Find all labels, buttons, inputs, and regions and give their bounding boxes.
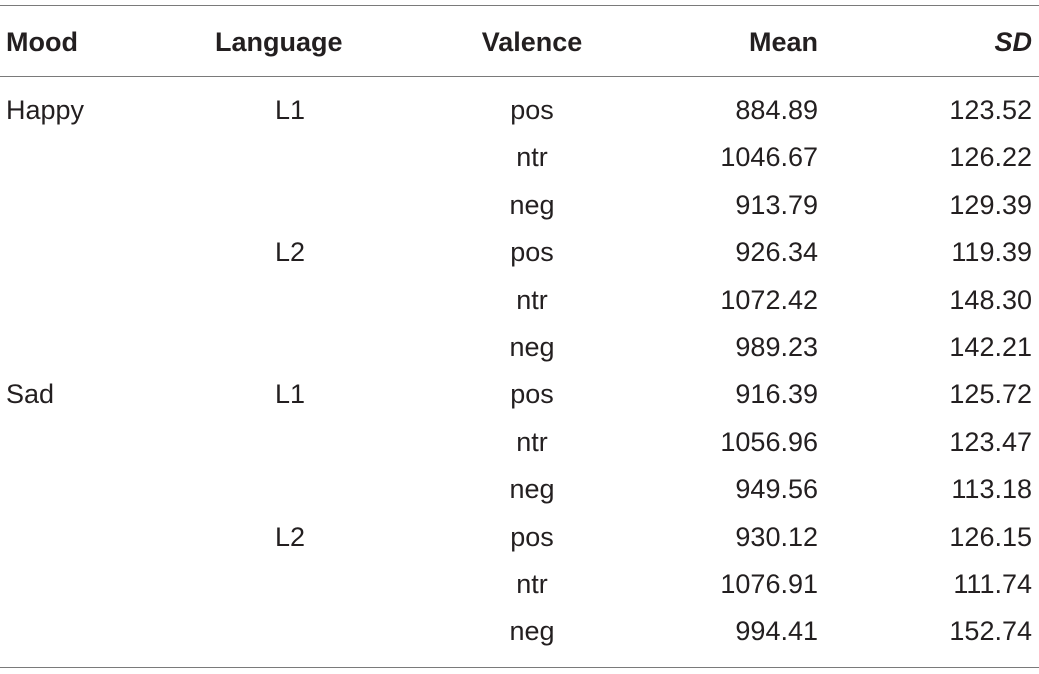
cell-language: L2: [274, 237, 306, 268]
cell-sd: 126.15: [949, 521, 1032, 552]
cell-language: L1: [274, 379, 306, 410]
cell-sd: 142.21: [949, 332, 1032, 362]
cell-valence: pos: [510, 521, 554, 552]
cell-mean: 949.56: [735, 474, 818, 505]
cell-sd: 125.72: [949, 379, 1032, 410]
cell-sd: 152.74: [949, 616, 1032, 647]
cell-sd: 123.47: [949, 426, 1032, 457]
cell-sd: 123.52: [949, 95, 1032, 125]
cell-valence: ntr: [516, 142, 548, 173]
cell-valence: neg: [509, 332, 555, 362]
cell-valence: neg: [509, 189, 555, 220]
table-row: ntr 1072.42 148.30: [0, 284, 1039, 331]
cell-language: L2: [274, 521, 306, 552]
cell-mean: 1072.42: [720, 284, 818, 315]
cell-mean: 916.39: [735, 379, 818, 410]
table-row: neg 989.23 142.21: [0, 331, 1039, 378]
cell-sd: 113.18: [951, 474, 1032, 505]
cell-mood: Happy: [6, 95, 85, 125]
table-row: ntr 1076.91 111.74: [0, 568, 1039, 615]
cell-valence: ntr: [516, 569, 548, 599]
cell-mean: 1076.91: [720, 569, 818, 599]
table-header-rule: [0, 76, 1039, 77]
cell-sd: 119.39: [951, 237, 1032, 268]
cell-mean: 989.23: [735, 332, 818, 362]
cell-sd: 126.22: [949, 142, 1032, 173]
table-row: ntr 1046.67 126.22: [0, 141, 1039, 188]
header-mood: Mood: [6, 27, 78, 57]
cell-sd: 111.74: [953, 569, 1032, 599]
header-language: Language: [215, 27, 343, 57]
table-header-row: Mood Language Valence Mean SD: [0, 22, 1039, 62]
cell-valence: neg: [509, 474, 555, 505]
cell-mood: Sad: [6, 379, 55, 410]
cell-mean: 926.34: [735, 237, 818, 268]
header-valence: Valence: [481, 27, 583, 57]
cell-mean: 913.79: [735, 189, 818, 220]
cell-valence: ntr: [516, 284, 548, 315]
cell-valence: pos: [510, 237, 554, 268]
cell-sd: 148.30: [949, 284, 1032, 315]
header-sd: SD: [994, 27, 1032, 57]
cell-mean: 884.89: [735, 95, 818, 125]
cell-valence: ntr: [516, 426, 548, 457]
table-row: L2 pos 930.12 126.15: [0, 521, 1039, 568]
cell-sd: 129.39: [949, 189, 1032, 220]
table-row: ntr 1056.96 123.47: [0, 426, 1039, 473]
cell-valence: pos: [510, 95, 554, 125]
cell-mean: 1046.67: [720, 142, 818, 173]
table-row: neg 994.41 152.74: [0, 615, 1039, 662]
cell-mean: 930.12: [735, 521, 818, 552]
table-top-rule: [0, 5, 1039, 6]
table-row: Sad L1 pos 916.39 125.72: [0, 378, 1039, 425]
cell-language: L1: [274, 95, 306, 125]
table-row: L2 pos 926.34 119.39: [0, 236, 1039, 283]
table-row: Happy L1 pos 884.89 123.52: [0, 94, 1039, 141]
cell-valence: pos: [510, 379, 554, 410]
header-mean: Mean: [748, 27, 818, 57]
cell-mean: 994.41: [735, 616, 818, 647]
table-bottom-rule: [0, 667, 1039, 668]
table-row: neg 949.56 113.18: [0, 473, 1039, 520]
cell-mean: 1056.96: [720, 426, 818, 457]
cell-valence: neg: [509, 616, 555, 647]
table-row: neg 913.79 129.39: [0, 189, 1039, 236]
